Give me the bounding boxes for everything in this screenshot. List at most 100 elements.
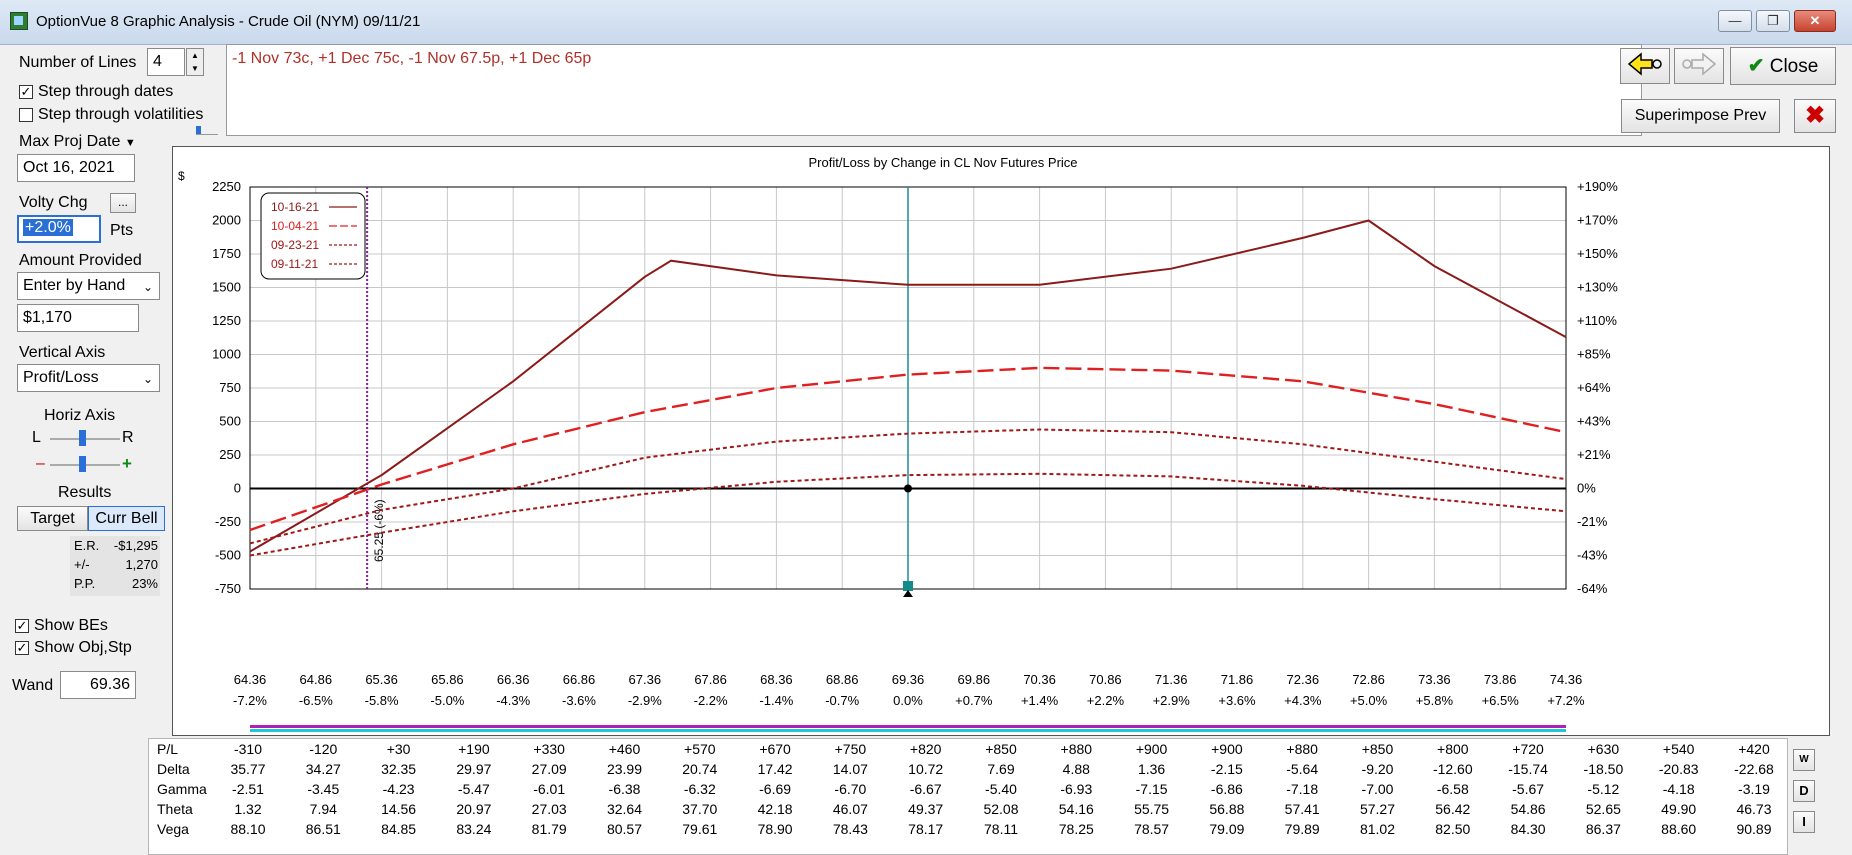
series-line	[249, 472, 1567, 557]
close-icon[interactable]: ✕	[1794, 10, 1836, 32]
x-pct-tick-label: -2.2%	[694, 693, 728, 708]
step-dates-checkbox[interactable]: ✓	[19, 84, 33, 99]
curr-bell-button[interactable]: Curr Bell	[88, 506, 165, 531]
legend-label: 09-23-21	[271, 238, 319, 252]
greeks-cell: 84.30	[1510, 821, 1546, 837]
horiz-axis-label: Horiz Axis	[44, 407, 116, 424]
horiz-lr-slider-thumb[interactable]	[79, 430, 86, 446]
x-pct-tick-label: +6.5%	[1482, 693, 1520, 708]
greeks-cell: -6.70	[834, 781, 867, 797]
x-tick-label: 68.36	[760, 672, 793, 687]
spinner-down-icon[interactable]: ▼	[191, 64, 199, 73]
show-bes-checkbox[interactable]: ✓	[15, 618, 29, 633]
target-button[interactable]: Target	[17, 506, 88, 531]
forward-button[interactable]	[1674, 48, 1724, 84]
show-obj-label: Show Obj,Stp	[34, 639, 132, 656]
series-line	[249, 366, 1567, 532]
greeks-cell: -3.45	[307, 781, 340, 797]
greeks-cell: 14.56	[381, 801, 417, 817]
show-obj-checkbox[interactable]: ✓	[15, 640, 29, 655]
close-button-label: Close	[1769, 56, 1819, 77]
minimize-icon[interactable]: —	[1718, 10, 1752, 32]
greeks-cell: +670	[759, 741, 791, 757]
greeks-cell: +420	[1738, 741, 1770, 757]
y2-tick-label: 0%	[1577, 481, 1596, 496]
back-button[interactable]	[1620, 48, 1670, 84]
x-pct-tick-label: +2.9%	[1153, 693, 1191, 708]
volty-options-button[interactable]: ...	[110, 193, 136, 213]
y2-tick-label: +43%	[1577, 414, 1611, 429]
greeks-i-button[interactable]: I	[1793, 811, 1815, 833]
vol-slider-thumb[interactable]	[196, 126, 201, 134]
greeks-cell: -18.50	[1583, 761, 1624, 777]
x-pct-tick-label: -2.9%	[628, 693, 662, 708]
greeks-cell: 81.79	[531, 821, 567, 837]
max-proj-date-label[interactable]: Max Proj Date ▼	[19, 133, 136, 150]
vertical-axis-value: Profit/Loss	[23, 369, 99, 386]
greeks-cell: -6.58	[1436, 781, 1469, 797]
volty-chg-label: Volty Chg	[19, 194, 88, 211]
title-bar: OptionVue 8 Graphic Analysis - Crude Oil…	[0, 0, 1852, 45]
zoom-slider-thumb[interactable]	[79, 456, 86, 472]
greeks-cell: -310	[233, 741, 263, 757]
spinner-up-icon[interactable]: ▲	[191, 51, 199, 60]
vertical-axis-label: Vertical Axis	[19, 344, 106, 361]
series-line	[249, 428, 1567, 545]
greeks-w-button[interactable]: W	[1793, 749, 1815, 771]
x-tick-label: 66.86	[563, 672, 596, 687]
greeks-cell: +190	[458, 741, 490, 757]
y2-tick-label: -21%	[1577, 514, 1608, 529]
volty-chg-input[interactable]: +2.0%	[17, 215, 101, 243]
greeks-cell: -12.60	[1432, 761, 1473, 777]
greeks-cell: 1.36	[1137, 761, 1166, 777]
amount-provided-select[interactable]: Enter by Hand ⌄	[17, 272, 160, 300]
greeks-cell: -6.86	[1210, 781, 1243, 797]
x-tick-label: 71.86	[1221, 672, 1254, 687]
x-pct-tick-label: +2.2%	[1087, 693, 1125, 708]
strategy-text-box[interactable]	[226, 44, 1642, 136]
greeks-table: P/L -310 -120 +30 +190 +330 +460 +570 +670 +750 +8…	[148, 738, 1788, 855]
x-tick-label: 73.86	[1484, 672, 1517, 687]
x-tick-label: 65.36	[365, 672, 398, 687]
greeks-cell: 88.60	[1661, 821, 1697, 837]
number-of-lines-spinner[interactable]: ▲ ▼	[186, 48, 204, 76]
maximize-icon[interactable]: ❐	[1756, 10, 1790, 32]
x-tick-label: 74.36	[1550, 672, 1583, 687]
red-x-icon[interactable]: ✖	[1794, 99, 1836, 133]
greeks-cell: -15.74	[1508, 761, 1548, 777]
wand-input[interactable]: 69.36	[60, 671, 136, 699]
x-pct-tick-label: +5.0%	[1350, 693, 1388, 708]
greeks-cell: 37.70	[682, 801, 718, 817]
x-pct-tick-label: -6.5%	[299, 693, 333, 708]
greeks-cell: -6.93	[1060, 781, 1093, 797]
amount-provided-label: Amount Provided	[19, 252, 142, 269]
x-tick-label: 73.36	[1418, 672, 1451, 687]
y-tick-label: 0	[234, 481, 241, 496]
amount-input[interactable]: $1,170	[17, 304, 139, 332]
close-button[interactable]: ✔ Close	[1730, 47, 1836, 85]
greeks-cell: 49.37	[908, 801, 944, 817]
step-vols-checkbox[interactable]	[19, 108, 33, 122]
current-price-pointer	[903, 590, 913, 597]
vertical-axis-select[interactable]: Profit/Loss ⌄	[17, 364, 160, 392]
vol-slider[interactable]	[196, 126, 218, 135]
profit-loss-chart[interactable]: Profit/Loss by Change in CL Nov Futures …	[173, 147, 1829, 735]
max-proj-date-input[interactable]: Oct 16, 2021	[17, 154, 135, 182]
number-of-lines-input[interactable]: 4	[147, 48, 185, 76]
greeks-d-button[interactable]: D	[1793, 780, 1815, 802]
bottom-bar-cyan	[250, 729, 1566, 732]
amount-provided-value: Enter by Hand	[23, 277, 126, 294]
arrow-left-icon	[1627, 52, 1662, 76]
chevron-down-icon: ⌄	[142, 372, 153, 386]
x-pct-tick-label: +4.3%	[1284, 693, 1322, 708]
step-vols-label: Step through volatilities	[38, 106, 204, 123]
results-label: Results	[58, 484, 112, 501]
greeks-cell: 84.85	[381, 821, 417, 837]
y-tick-label: 500	[219, 414, 241, 429]
greeks-cell: +30	[386, 741, 411, 757]
y2-tick-label: +130%	[1577, 280, 1618, 295]
number-of-lines-label: Number of Lines	[19, 54, 137, 71]
greeks-cell: -6.69	[759, 781, 792, 797]
superimpose-prev-button[interactable]: Superimpose Prev	[1621, 99, 1780, 133]
greeks-cell: 83.24	[456, 821, 492, 837]
